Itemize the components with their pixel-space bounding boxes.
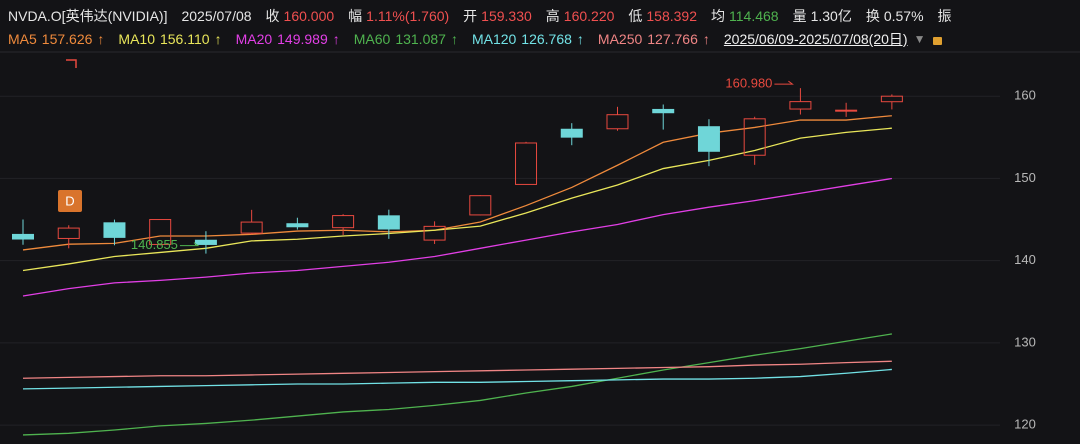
legend-trend: ↑	[450, 31, 458, 47]
field-value: 158.392	[646, 8, 697, 24]
legend-value: 156.110	[159, 31, 210, 47]
corner-marker	[66, 59, 77, 68]
candle-body	[880, 95, 903, 103]
legend-entry: MA60 131.087 ↑	[354, 31, 458, 47]
candle-body	[286, 223, 309, 228]
candle-body	[560, 128, 583, 138]
candle-body	[743, 118, 766, 156]
event-badge-label: D	[65, 193, 74, 208]
field-label: 换	[865, 8, 880, 24]
legend-entry: MA10 156.110 ↑	[118, 31, 221, 47]
candle-body	[515, 142, 538, 185]
quote-field: 开 159.330	[463, 6, 532, 26]
quote-date: 2025/07/08	[181, 8, 252, 24]
legend-trend: ↑	[702, 31, 710, 47]
ma-line	[22, 360, 892, 379]
event-badge	[58, 190, 82, 212]
legend-name: MA120	[471, 31, 517, 47]
candle-body	[12, 233, 34, 240]
candle-body	[332, 215, 355, 229]
y-tick-label: 160	[1014, 88, 1036, 103]
field-value: 114.468	[729, 8, 779, 24]
quote-field: 幅 1.11%(1.760)	[348, 6, 449, 26]
field-label: 高	[545, 8, 560, 24]
ma-legend: MA5 157.626 ↑ MA10 156.110 ↑ MA20 149.989 ↑ MA60 1…	[8, 29, 943, 49]
field-label: 开	[463, 8, 478, 24]
legend-trend: ↑	[332, 31, 340, 47]
candle-body	[697, 126, 720, 152]
field-label: 幅	[348, 8, 363, 24]
y-tick-label: 150	[1014, 170, 1036, 185]
candle-body	[835, 109, 858, 112]
y-tick-label: 140	[1014, 252, 1036, 267]
ma-line	[22, 368, 892, 390]
legend-entry: MA5 157.626 ↑	[8, 31, 104, 47]
y-tick-label: 130	[1014, 334, 1036, 349]
quote-field: 振	[938, 6, 956, 26]
ma-line	[22, 127, 892, 272]
candle-body	[789, 101, 812, 110]
field-label: 量	[792, 8, 807, 24]
legend-name: MA20	[235, 31, 273, 47]
ma-line	[22, 115, 892, 251]
range-dropdown[interactable]: ▼	[913, 32, 926, 46]
legend-entry: MA250 127.766 ↑	[598, 31, 710, 47]
candle-body	[606, 114, 629, 130]
candle-body	[194, 239, 217, 245]
quote-field: 换 0.57%	[866, 6, 924, 26]
legend-value: 126.768	[521, 31, 572, 47]
candle-body	[469, 195, 492, 216]
field-value: 159.330	[481, 8, 532, 24]
ma-line	[22, 177, 892, 297]
field-value: 160.220	[563, 8, 615, 24]
field-label: 均	[711, 8, 725, 24]
field-value: 1.30亿	[810, 8, 852, 24]
legend-name: MA60	[353, 31, 391, 47]
extreme-arrow	[774, 80, 794, 85]
extreme-label: 140.855	[131, 237, 178, 252]
legend-trend: ↑	[97, 31, 105, 47]
legend-value: 149.989	[277, 31, 328, 47]
quote-field: 收 160.000	[266, 6, 335, 26]
y-tick-label: 120	[1014, 417, 1036, 432]
field-label: 收	[265, 8, 280, 24]
field-label: 低	[628, 8, 643, 24]
legend-entry: MA120 126.768 ↑	[472, 31, 584, 47]
legend-name: MA250	[597, 31, 643, 47]
quote-header: NVDA.O[英伟达(NVIDIA)] 2025/07/08 收 160.000 幅…	[8, 6, 956, 26]
quote-field: 均 114.468	[711, 6, 779, 26]
candle-body	[149, 219, 172, 245]
candle-body	[57, 227, 80, 239]
legend-value: 127.766	[647, 31, 698, 47]
field-label: 振	[937, 8, 952, 24]
candle-body	[423, 225, 446, 241]
quote-field: 低 158.392	[628, 6, 697, 26]
lock-icon	[933, 37, 943, 45]
extreme-label: 160.980	[725, 76, 772, 91]
legend-trend: ↑	[576, 31, 584, 47]
field-value: 160.000	[283, 8, 335, 24]
candle-body	[652, 108, 675, 114]
field-value: 1.11%(1.760)	[366, 8, 450, 24]
legend-name: MA10	[118, 31, 155, 47]
legend-value: 131.087	[395, 31, 446, 47]
legend-trend: ↑	[214, 31, 222, 47]
symbol: NVDA.O[英伟达(NVIDIA)]	[8, 8, 168, 24]
candle-body	[240, 221, 263, 234]
quote-field: 高 160.220	[546, 6, 615, 26]
legend-entry: MA20 149.989 ↑	[236, 31, 340, 47]
legend-name: MA5	[8, 31, 37, 47]
date-range: 2025/06/09-2025/07/08(20日)	[723, 31, 908, 47]
extreme-arrow	[179, 242, 200, 247]
candle-body	[377, 215, 400, 230]
quote-field: 量 1.30亿	[793, 6, 852, 26]
candle-body	[103, 222, 126, 238]
field-value: 0.57%	[883, 8, 924, 24]
legend-value: 157.626	[41, 31, 93, 47]
ma-line	[22, 333, 892, 436]
